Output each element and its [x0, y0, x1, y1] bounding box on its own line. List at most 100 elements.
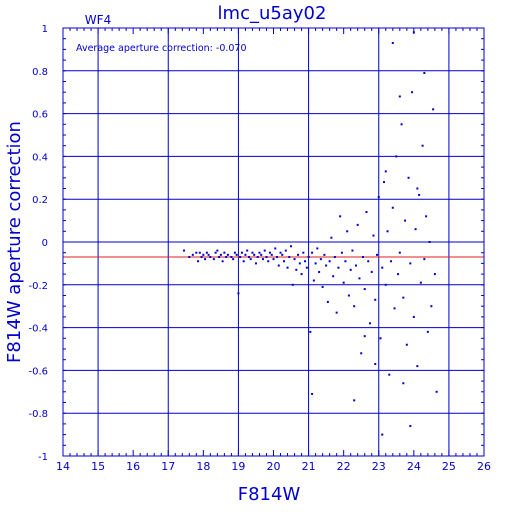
data-point: [219, 253, 222, 256]
y-tick-label: 0.2: [32, 195, 48, 206]
x-tick-label: 15: [91, 460, 105, 473]
data-point: [218, 255, 221, 258]
x-tick-label: 16: [126, 460, 140, 473]
data-point: [421, 144, 424, 147]
data-point: [435, 390, 438, 393]
y-tick-label: -1: [38, 452, 48, 463]
data-point: [260, 253, 263, 256]
data-point: [233, 251, 236, 254]
y-tick-label: -0.2: [28, 281, 48, 292]
data-point: [391, 206, 394, 209]
data-point: [333, 255, 336, 258]
data-point: [346, 230, 349, 233]
data-point: [230, 255, 233, 258]
data-point: [242, 260, 245, 263]
data-point: [432, 108, 435, 111]
data-point: [216, 249, 219, 252]
data-point: [284, 249, 287, 252]
data-point: [249, 258, 252, 261]
data-point: [265, 255, 268, 258]
data-point: [402, 296, 405, 299]
data-point: [225, 255, 228, 258]
data-point: [195, 251, 198, 254]
data-point: [267, 260, 270, 263]
data-point: [368, 322, 371, 325]
data-point: [397, 273, 400, 276]
data-point: [246, 249, 249, 252]
data-point: [312, 279, 315, 282]
x-tick-label: 14: [56, 460, 70, 473]
data-point: [384, 170, 387, 173]
data-point: [204, 258, 207, 261]
data-point: [191, 253, 194, 256]
data-point: [428, 241, 431, 243]
data-point: [404, 219, 407, 222]
data-point: [372, 234, 375, 237]
data-point: [214, 251, 217, 254]
y-tick-label: -0.4: [28, 324, 48, 335]
data-point: [395, 155, 398, 158]
data-point: [291, 283, 294, 286]
data-point: [302, 251, 305, 254]
data-point: [340, 251, 343, 254]
data-point: [202, 253, 205, 256]
y-tick-label: 0.6: [32, 110, 48, 121]
data-point: [314, 262, 317, 265]
data-point: [305, 266, 308, 269]
data-point: [281, 253, 284, 256]
x-axis-label: F814W: [238, 484, 301, 505]
data-point: [197, 260, 200, 263]
data-point: [244, 253, 247, 256]
data-point: [337, 266, 340, 269]
data-point: [381, 433, 384, 436]
data-point: [240, 251, 243, 254]
data-point: [367, 260, 370, 263]
chart-title: lmc_u5ay02: [218, 3, 327, 24]
data-point: [412, 31, 415, 34]
data-point: [356, 223, 359, 226]
data-point: [339, 215, 342, 218]
data-point: [407, 176, 410, 179]
data-point: [223, 251, 226, 254]
data-point: [268, 251, 271, 254]
data-point: [290, 245, 293, 248]
data-point: [398, 95, 401, 98]
data-point: [347, 294, 350, 297]
y-tick-label: 0.4: [32, 152, 48, 163]
data-point: [328, 260, 331, 263]
data-point: [318, 270, 321, 273]
data-point: [377, 196, 380, 199]
data-point: [323, 253, 326, 256]
y-tick-label: -0.8: [28, 409, 48, 420]
data-point: [316, 247, 319, 250]
data-point: [342, 281, 345, 284]
data-point: [237, 292, 240, 295]
data-point: [363, 288, 366, 291]
data-point: [398, 251, 401, 254]
data-point: [300, 273, 303, 276]
data-point: [283, 260, 286, 263]
x-tick-label: 26: [477, 460, 491, 473]
data-point: [221, 260, 224, 263]
data-point: [419, 281, 422, 284]
data-point: [258, 251, 261, 254]
grid-lines: [62, 27, 485, 457]
data-point: [325, 264, 328, 267]
data-point: [412, 315, 415, 318]
data-point: [295, 268, 298, 271]
y-tick-label: -0.6: [28, 366, 48, 377]
data-point: [254, 262, 257, 265]
data-point: [353, 399, 356, 402]
data-point: [297, 253, 300, 256]
data-point: [423, 71, 426, 74]
x-tick-label: 24: [407, 460, 421, 473]
data-point: [239, 255, 242, 258]
data-point: [393, 307, 396, 310]
y-tick-labels: -1 -0.8 -0.6 -0.4 -0.2 0 0.2 0.4 0.6 0.8 1: [28, 24, 48, 463]
data-point: [335, 311, 338, 314]
data-point: [418, 193, 421, 196]
data-point: [416, 187, 419, 190]
data-point: [426, 330, 429, 333]
data-point: [425, 215, 428, 218]
